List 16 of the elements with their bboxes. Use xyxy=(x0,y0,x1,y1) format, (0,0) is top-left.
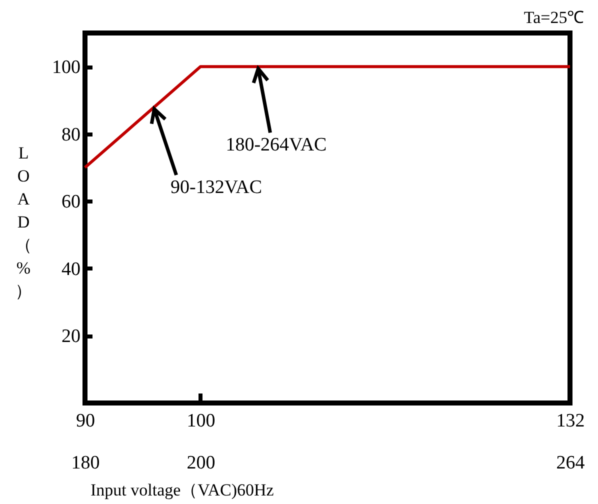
x2-tick-label: 180 xyxy=(71,452,100,474)
y-tick-label: 100 xyxy=(52,57,80,78)
y-axis-title: LOAD（%） xyxy=(15,144,32,300)
text: Ta=25℃ xyxy=(524,8,584,27)
x2-tick-label: 200 xyxy=(186,452,216,474)
y-tick-label: 60 xyxy=(62,192,80,213)
y-tick-label: 40 xyxy=(62,258,80,280)
y-tick-label: 20 xyxy=(62,326,80,348)
x2-tick-label: 264 xyxy=(556,452,586,474)
y-tick-label: 80 xyxy=(62,124,80,146)
x-tick-label: 132 xyxy=(556,410,585,432)
x-axis-title: Input voltage（VAC)60Hz xyxy=(90,480,274,500)
x-tick-label: 90 xyxy=(76,410,95,432)
annotation: 90-132VAC xyxy=(170,177,262,198)
annotation: 180-264VAC xyxy=(226,134,327,156)
x-tick-label: 100 xyxy=(186,410,216,432)
